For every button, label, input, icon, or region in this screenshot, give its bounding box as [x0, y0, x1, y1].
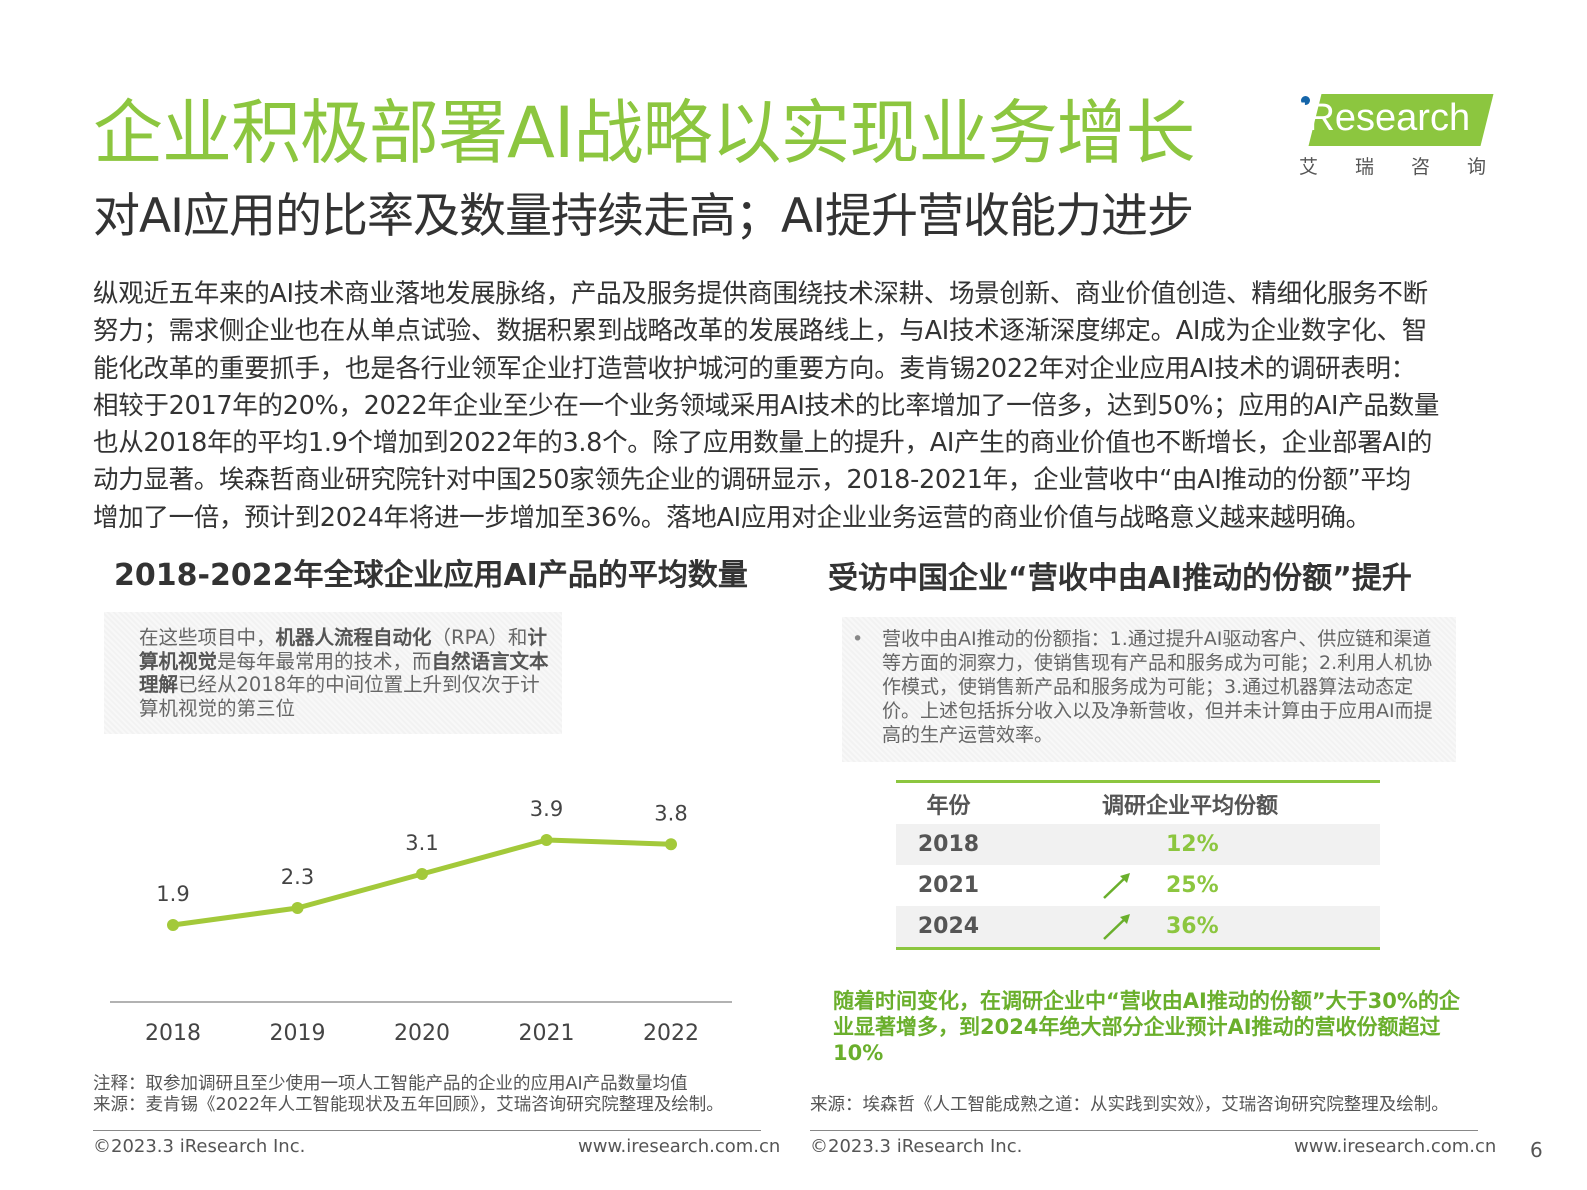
right-conclusion: 随着时间变化，在调研企业中“营收由AI推动的份额”大于30%的企业显著增多，到2… — [833, 989, 1460, 1065]
x-tick-label: 2019 — [270, 1021, 326, 1046]
data-point — [416, 868, 428, 880]
iresearch-logo: iResearch 艾瑞咨询 — [1297, 82, 1494, 182]
share-table: 年份 调研企业平均份额 2018 12% 2021 25% 2024 36% — [896, 780, 1380, 950]
footer-url-right: www.iresearch.com.cn — [1294, 1136, 1497, 1157]
line-chart: 1.9 2018 2.3 2019 3.1 2020 3.9 2021 3.8 2022 — [110, 797, 732, 1046]
x-tick-label: 2022 — [643, 1021, 699, 1046]
table-top-rule — [896, 780, 1380, 783]
right-note-text: • 营收中由AI推动的份额指：1.通过提升AI驱动客户、供应链和渠道等方面的洞察… — [852, 628, 1433, 746]
footer-copyright-right: ©2023.3 iResearch Inc. — [810, 1136, 1023, 1157]
x-tick-label: 2020 — [394, 1021, 450, 1046]
footer-url-left: www.iresearch.com.cn — [578, 1136, 781, 1157]
logo-subtitle: 艾瑞咨询 — [1299, 156, 1487, 178]
paragraph-line: 能化改革的重要抓手，也是各行业领军企业打造营收护城河的重要方向。麦肯锡2022年… — [93, 353, 1416, 384]
right-section-heading: 受访中国企业“营收中由AI推动的份额”提升 — [828, 561, 1412, 596]
bullet-icon: • — [852, 628, 864, 650]
footer-divider-left — [93, 1130, 761, 1131]
x-tick-label: 2018 — [145, 1021, 201, 1046]
left-footnote-note: 注释：取参加调研且至少使用一项人工智能产品的企业的应用AI产品数量均值 — [93, 1074, 688, 1094]
up-arrow-icon — [1103, 914, 1130, 940]
data-label: 3.8 — [654, 801, 687, 825]
left-footnote-source: 来源：麦肯锡《2022年人工智能现状及五年回顾》，艾瑞咨询研究院整理及绘制。 — [93, 1095, 724, 1115]
table-header-value: 调研企业平均份额 — [1102, 793, 1279, 819]
intro-paragraph: 纵观近五年来的AI技术商业落地发展脉络，产品及服务提供商围绕技术深耕、场景创新、… — [93, 276, 1483, 537]
data-point — [291, 902, 304, 914]
table-cell-value: 25% — [1166, 873, 1219, 898]
logo-wordmark: iResearch — [1299, 97, 1471, 139]
x-tick-label: 2021 — [519, 1021, 575, 1046]
left-section-heading: 2018-2022年全球企业应用AI产品的平均数量 — [114, 558, 748, 593]
table-cell-year: 2024 — [917, 914, 980, 939]
table-header-year: 年份 — [926, 793, 971, 819]
paragraph-line: 增加了一倍，预计到2024年将进一步增加至36%。落地AI应用对企业业务运营的商… — [93, 502, 1371, 533]
table-cell-value: 12% — [1166, 832, 1219, 857]
data-label: 3.1 — [405, 831, 438, 855]
page-subtitle: 对AI应用的比率及数量持续走高；AI提升营收能力进步 — [93, 189, 1194, 244]
paragraph-line: 也从2018年的平均1.9个增加到2022年的3.8个。除了应用数量上的提升，A… — [93, 428, 1433, 459]
table-cell-year: 2018 — [917, 832, 980, 857]
footer-copyright-left: ©2023.3 iResearch Inc. — [93, 1136, 306, 1157]
right-note-box: • 营收中由AI推动的份额指：1.通过提升AI驱动客户、供应链和渠道等方面的洞察… — [842, 617, 1456, 762]
table-cell-year: 2021 — [917, 873, 980, 898]
table-bottom-rule — [896, 947, 1380, 950]
page-title: 企业积极部署AI战略以实现业务增长 — [93, 92, 1196, 174]
paragraph-line: 努力；需求侧企业也在从单点试验、数据积累到战略改革的发展路线上，与AI技术逐渐深… — [93, 316, 1427, 347]
left-note-box: 在这些项目中，机器人流程自动化（RPA）和计算机视觉是每年最常用的技术，而自然语… — [104, 612, 562, 734]
data-label: 2.3 — [281, 865, 314, 889]
right-footnote-source: 来源：埃森哲《人工智能成熟之道：从实践到实效》，艾瑞咨询研究院整理及绘制。 — [810, 1095, 1449, 1115]
table-header-row: 年份 调研企业平均份额 — [896, 783, 1380, 824]
left-note-text: 在这些项目中，机器人流程自动化（RPA）和计算机视觉是每年最常用的技术，而自然语… — [139, 626, 549, 720]
data-point — [540, 834, 553, 846]
data-point — [665, 838, 677, 851]
table-cell-value: 36% — [1166, 914, 1219, 939]
footer-divider-right — [810, 1130, 1478, 1131]
up-arrow-icon — [1103, 873, 1130, 899]
data-label: 3.9 — [530, 797, 563, 821]
paragraph-line: 动力显著。埃森哲商业研究院针对中国250家领先企业的调研显示，2018-2021… — [93, 465, 1411, 496]
table-row: 2021 25% — [896, 865, 1380, 906]
data-point — [167, 919, 179, 931]
data-label: 1.9 — [156, 882, 189, 906]
table-row: 2018 12% — [896, 824, 1380, 865]
table-row: 2024 36% — [896, 906, 1380, 947]
page-number: 6 — [1530, 1138, 1543, 1162]
paragraph-line: 纵观近五年来的AI技术商业落地发展脉络，产品及服务提供商围绕技术深耕、场景创新、… — [93, 279, 1428, 309]
paragraph-line: 相较于2017年的20%，2022年企业至少在一个业务领域采用AI技术的比率增加… — [93, 390, 1440, 421]
